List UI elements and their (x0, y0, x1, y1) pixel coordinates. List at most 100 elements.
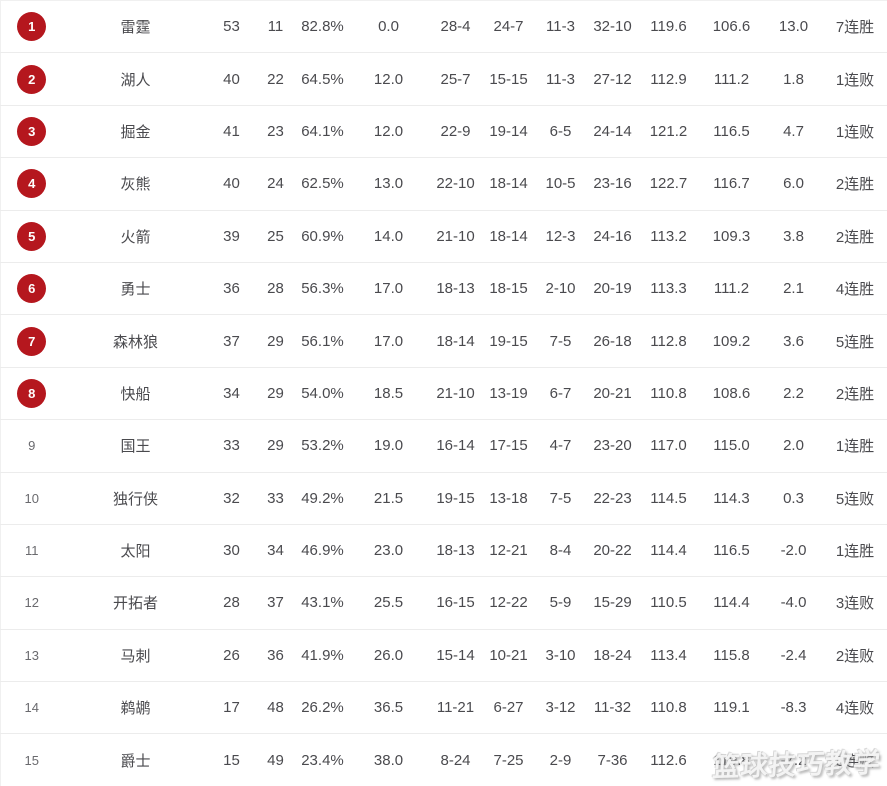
points-against-cell: 116.5 (713, 122, 750, 140)
streak-cell: 5连败 (835, 490, 875, 508)
points-for-cell: 114.4 (650, 542, 687, 560)
home-record-cell: 28-4 (440, 18, 471, 36)
wins-cell: 34 (223, 384, 240, 402)
win-pct-cell: 56.3% (301, 280, 344, 298)
rank-badge: 9 (28, 438, 36, 454)
table-row[interactable]: 13 马刺 26 36 41.9% 26.0 15-14 10-21 3-10 … (0, 629, 887, 682)
points-for-cell: 112.9 (650, 70, 687, 88)
streak-cell: 4连败 (835, 700, 875, 718)
losses-cell: 37 (267, 594, 284, 612)
points-for-cell: 110.5 (650, 594, 687, 612)
points-against-cell: 119.8 (713, 751, 750, 769)
away-record-cell: 6-27 (493, 699, 524, 717)
rank-cell: 8 (1, 367, 63, 419)
points-against-cell: 109.3 (712, 227, 751, 245)
conference-record-cell: 20-22 (593, 542, 632, 560)
table-row[interactable]: 10 独行侠 32 33 49.2% 21.5 19-15 13-18 7-5 … (0, 472, 887, 525)
away-record-cell: 13-19 (489, 384, 528, 402)
rank-badge: 11 (25, 543, 39, 559)
table-row[interactable]: 4 灰熊 40 24 62.5% 13.0 22-10 18-14 10-5 2… (0, 158, 887, 211)
games-behind-cell: 19.0 (373, 437, 404, 455)
win-pct-cell: 54.0% (301, 384, 344, 402)
table-row[interactable]: 1 雷霆 53 11 82.8% 0.0 28-4 24-7 11-3 32-1… (0, 1, 887, 53)
streak-cell: 1连败 (835, 123, 875, 141)
away-record-cell: 19-15 (489, 332, 528, 350)
rank-cell: 5 (1, 210, 63, 262)
home-record-cell: 18-14 (436, 332, 475, 350)
conference-record-cell: 20-21 (593, 384, 632, 402)
wins-cell: 53 (223, 18, 240, 36)
table-row[interactable]: 8 快船 34 29 54.0% 18.5 21-10 13-19 6-7 20… (0, 367, 887, 420)
rank-cell: 4 (1, 158, 63, 210)
wins-cell: 33 (223, 437, 240, 455)
team-name: 火箭 (120, 228, 151, 246)
home-record-cell: 25-7 (440, 70, 471, 88)
division-record-cell: 6-7 (549, 384, 572, 402)
away-record-cell: 10-21 (489, 646, 528, 664)
table-row[interactable]: 15 爵士 15 49 23.4% 38.0 8-24 7-25 2-9 7-3… (0, 734, 887, 786)
home-record-cell: 22-10 (436, 175, 475, 193)
rank-badge: 6 (17, 274, 47, 304)
win-pct-cell: 53.2% (301, 437, 344, 455)
table-row[interactable]: 9 国王 33 29 53.2% 19.0 16-14 17-15 4-7 23… (0, 420, 887, 473)
wins-cell: 41 (223, 122, 240, 140)
team-name: 勇士 (120, 281, 151, 299)
table-row[interactable]: 12 开拓者 28 37 43.1% 25.5 16-15 12-22 5-9 … (0, 577, 887, 630)
away-record-cell: 15-15 (489, 70, 528, 88)
points-against-cell: 115.0 (713, 437, 750, 455)
conference-record-cell: 24-16 (593, 227, 632, 245)
losses-cell: 28 (267, 280, 284, 298)
point-diff-cell: 2.2 (783, 384, 804, 402)
table-row[interactable]: 6 勇士 36 28 56.3% 17.0 18-13 18-15 2-10 2… (0, 262, 887, 315)
division-record-cell: 3-12 (545, 699, 576, 717)
point-diff-cell: -2.0 (780, 542, 807, 560)
home-record-cell: 18-13 (436, 280, 475, 298)
table-row[interactable]: 3 掘金 41 23 64.1% 12.0 22-9 19-14 6-5 24-… (0, 105, 887, 158)
rank-cell: 2 (1, 53, 63, 105)
win-pct-cell: 56.1% (301, 332, 344, 350)
win-pct-cell: 23.4% (301, 751, 344, 769)
team-name: 雷霆 (120, 19, 151, 37)
points-against-cell: 116.5 (713, 542, 750, 560)
win-pct-cell: 62.5% (301, 175, 344, 193)
table-row[interactable]: 11 太阳 30 34 46.9% 23.0 18-13 12-21 8-4 2… (0, 524, 887, 577)
table-row[interactable]: 14 鹈鹕 17 48 26.2% 36.5 11-21 6-27 3-12 1… (0, 682, 887, 734)
home-record-cell: 11-21 (436, 699, 475, 717)
table-row[interactable]: 7 森林狼 37 29 56.1% 17.0 18-14 19-15 7-5 2… (0, 315, 887, 368)
division-record-cell: 4-7 (549, 437, 572, 455)
division-record-cell: 6-5 (549, 122, 572, 140)
points-for-cell: 112.6 (650, 751, 687, 769)
points-against-cell: 114.3 (713, 489, 750, 507)
conference-record-cell: 27-12 (593, 70, 632, 88)
point-diff-cell: 6.0 (783, 175, 804, 193)
rank-badge: 2 (17, 64, 47, 94)
conference-record-cell: 32-10 (593, 18, 632, 36)
points-against-cell: 116.7 (713, 175, 750, 193)
away-record-cell: 24-7 (493, 18, 524, 36)
points-against-cell: 119.1 (713, 699, 750, 717)
away-record-cell: 17-15 (489, 437, 528, 455)
points-against-cell: 109.2 (712, 332, 751, 350)
home-record-cell: 16-15 (436, 594, 475, 612)
table-row[interactable]: 5 火箭 39 25 60.9% 14.0 21-10 18-14 12-3 2… (0, 210, 887, 263)
streak-cell: 1连败 (835, 71, 875, 89)
rank-badge: 13 (24, 647, 39, 663)
rank-badge: 8 (17, 378, 47, 408)
home-record-cell: 21-10 (436, 384, 475, 402)
games-behind-cell: 14.0 (373, 227, 404, 245)
rank-cell: 11 (1, 524, 63, 576)
rank-badge: 14 (24, 700, 39, 716)
conference-record-cell: 18-24 (593, 646, 632, 664)
wins-cell: 28 (223, 594, 240, 612)
home-record-cell: 19-15 (436, 489, 475, 507)
away-record-cell: 18-14 (489, 175, 528, 193)
team-name: 国王 (120, 438, 151, 456)
conference-record-cell: 11-32 (593, 699, 632, 717)
streak-cell: 2连胜 (835, 176, 875, 194)
point-diff-cell: 0.3 (783, 489, 804, 507)
wins-cell: 36 (223, 280, 240, 298)
rank-badge: 7 (17, 326, 47, 356)
table-row[interactable]: 2 湖人 40 22 64.5% 12.0 25-7 15-15 11-3 27… (0, 53, 887, 106)
losses-cell: 29 (267, 384, 284, 402)
games-behind-cell: 13.0 (373, 175, 404, 193)
